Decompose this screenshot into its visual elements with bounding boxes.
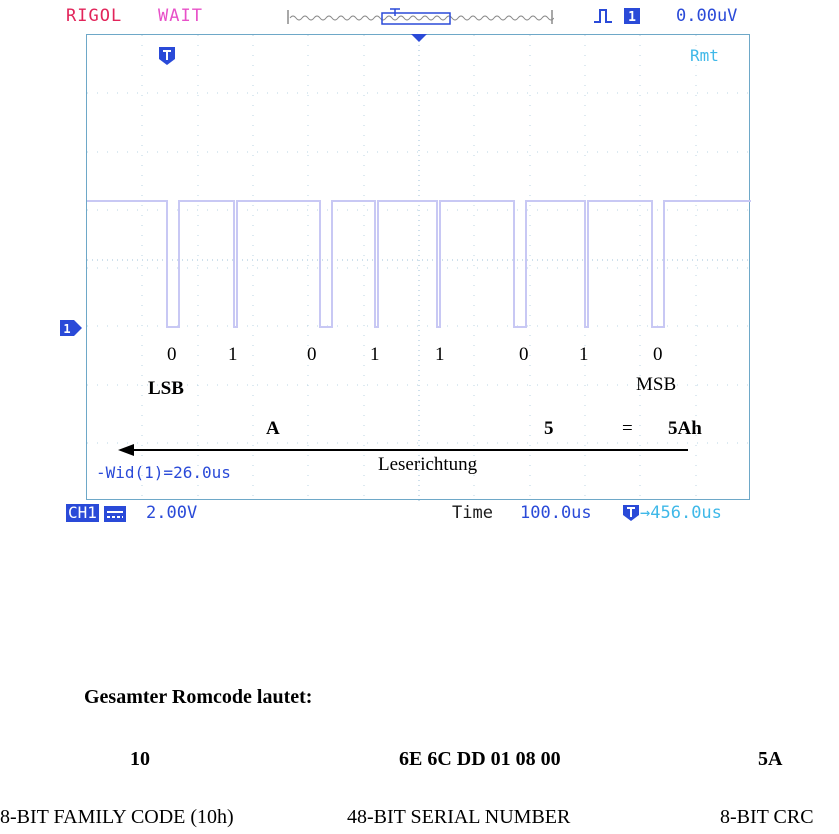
high-nibble: 5 — [544, 418, 554, 439]
bit-4: 1 — [435, 344, 445, 365]
coupling-icon — [104, 506, 126, 522]
bit-7: 0 — [653, 344, 663, 365]
trigger-position-readout: →456.0us — [640, 503, 722, 523]
crc-value: 5A — [758, 748, 783, 770]
svg-text:1: 1 — [63, 322, 70, 336]
channel1-ground-marker-icon: 1 — [60, 320, 82, 336]
msb-label: MSB — [636, 374, 677, 395]
serial-number-value: 6E 6C DD 01 08 00 — [399, 748, 561, 770]
trigger-source-label: 1 — [628, 10, 636, 25]
scope-screen — [86, 34, 751, 501]
bit-2: 0 — [307, 344, 317, 365]
signal-trace — [87, 200, 751, 328]
bit-1: 1 — [228, 344, 238, 365]
trigger-position-icon — [623, 505, 639, 521]
timebase-value: 100.0us — [520, 503, 592, 523]
crc-label: 8-BIT CRC — [720, 806, 814, 828]
trigger-edge-icon: 1 — [594, 8, 640, 25]
romcode-title: Gesamter Romcode lautet: — [84, 686, 313, 708]
bit-3: 1 — [370, 344, 380, 365]
channel1-scale: 2.00V — [146, 503, 198, 523]
memory-position-bar — [287, 8, 554, 25]
equals-sign: = — [622, 418, 633, 439]
family-code-label: 8-BIT FAMILY CODE (10h) — [0, 806, 234, 828]
low-nibble: A — [266, 418, 280, 439]
acquisition-status: WAIT — [158, 6, 203, 26]
bit-0: 0 — [167, 344, 177, 365]
read-direction-arrow-icon — [118, 444, 688, 456]
scope-grid — [87, 35, 751, 501]
bit-6: 1 — [579, 344, 589, 365]
trigger-level-readout: 0.00uV — [676, 6, 738, 26]
lsb-label: LSB — [148, 378, 184, 399]
read-direction-label: Leserichtung — [378, 454, 478, 475]
scope-brand: RIGOL — [66, 6, 123, 26]
remote-indicator: Rmt — [690, 46, 719, 65]
serial-number-label: 48-BIT SERIAL NUMBER — [347, 806, 571, 828]
trigger-time-marker-icon — [411, 34, 427, 42]
bit-5: 0 — [519, 344, 529, 365]
pulse-width-measurement: -Wid(1)=26.0us — [96, 463, 231, 482]
family-code-value: 10 — [130, 748, 150, 770]
trigger-position-value: 456.0us — [650, 503, 722, 523]
channel1-badge: CH1 — [66, 503, 99, 522]
timebase-label: Time — [452, 503, 493, 523]
hex-value: 5Ah — [668, 418, 702, 439]
trigger-marker-icon — [159, 47, 175, 65]
